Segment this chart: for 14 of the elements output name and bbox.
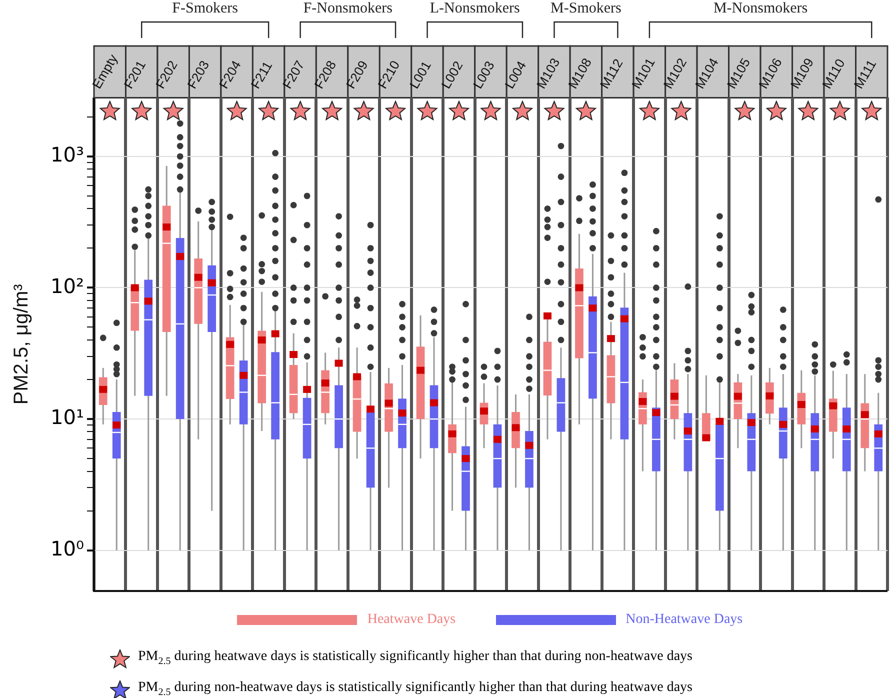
text: PM$_{2.5}$ during non-heatwave days is statistically significantly higher than that during heatwave days (138, 678, 692, 698)
text: M-Smokers (550, 0, 622, 16)
text: M-Nonsmokers (713, 0, 808, 16)
y-tick-label: 10² (50, 274, 84, 298)
text: PM$_{2.5}$ during heatwave days is statistically significantly higher than that during non-heatwave days (138, 648, 692, 669)
text: Non-Heatwave Days (626, 612, 743, 628)
y-tick-label: 10¹ (50, 405, 84, 430)
text: L-Nonsmokers (430, 0, 520, 16)
y-tick-label: 10⁰ (50, 536, 84, 561)
text: F-Nonsmokers (303, 0, 393, 16)
y-axis-title: PM2.5, μg/m³ (10, 284, 33, 405)
text: F-Smokers (172, 0, 238, 16)
text: Heatwave Days (367, 612, 456, 628)
y-tick-label: 10³ (50, 142, 84, 167)
